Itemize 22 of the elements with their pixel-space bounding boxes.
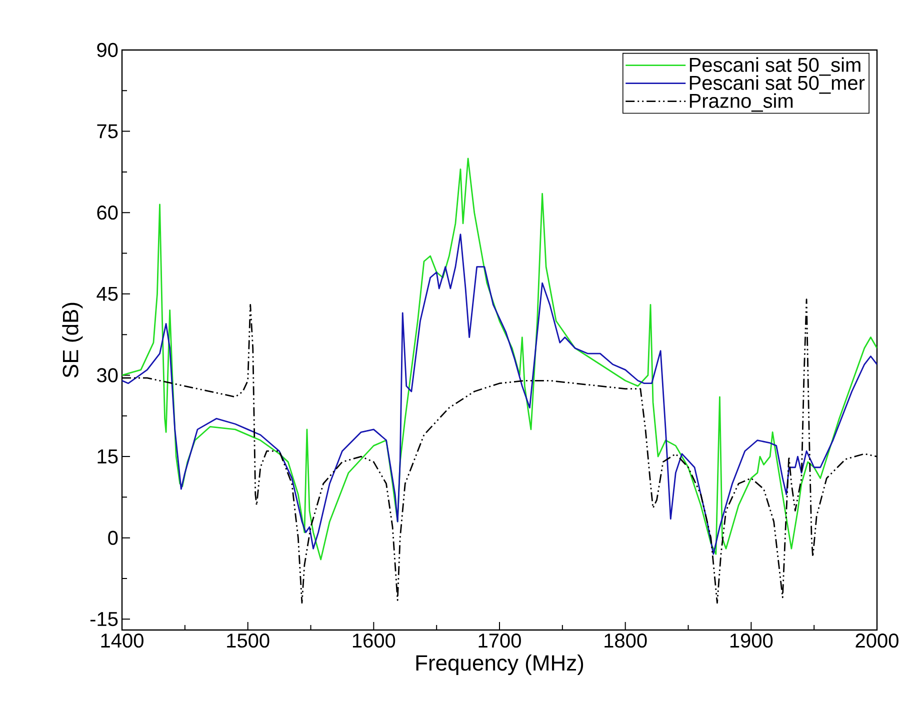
legend-label: Pescani sat 50_mer bbox=[690, 75, 865, 94]
x-tick-label: 1800 bbox=[604, 634, 647, 648]
y-tick-label: 90 bbox=[97, 42, 118, 58]
legend-label: Prazno_sim bbox=[690, 93, 793, 112]
x-tick-label: 1500 bbox=[227, 634, 270, 648]
x-tick-label: 1600 bbox=[352, 634, 396, 648]
y-tick-label: 45 bbox=[96, 286, 118, 301]
line-series bbox=[122, 234, 877, 555]
y-tick-label: 60 bbox=[97, 206, 118, 220]
y-tick-label: 15 bbox=[98, 450, 118, 464]
y-tick-label: 30 bbox=[96, 368, 118, 382]
y-tick-label: 0 bbox=[108, 530, 118, 545]
x-tick-label: 1400 bbox=[101, 634, 144, 648]
y-axis-title: SE (dB) bbox=[62, 302, 83, 378]
x-axis-title: Frequency (MHz) bbox=[416, 654, 584, 676]
x-tick-label: 1700 bbox=[478, 634, 521, 648]
y-tick-label: 75 bbox=[97, 124, 118, 138]
line-series bbox=[122, 158, 877, 560]
legend-label: Pescani sat 50_sim bbox=[690, 57, 860, 76]
x-tick-label: 1900 bbox=[730, 634, 773, 648]
y-tick-label: -15 bbox=[90, 612, 118, 626]
x-tick-label: 2000 bbox=[856, 634, 898, 648]
